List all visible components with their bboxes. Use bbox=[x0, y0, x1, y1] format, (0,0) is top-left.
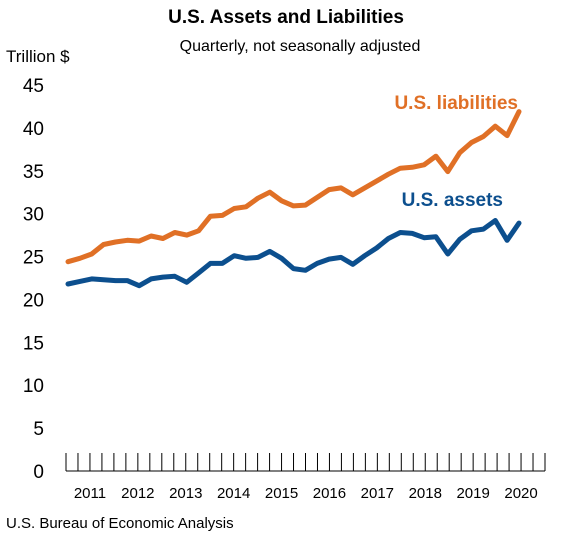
y-tick-label: 25 bbox=[23, 248, 44, 269]
x-tick-label: 2012 bbox=[121, 485, 154, 502]
y-tick-label: 15 bbox=[23, 333, 44, 354]
series-label-liabilities: U.S. liabilities bbox=[394, 93, 518, 114]
series-lines bbox=[65, 109, 522, 289]
x-tick-label: 2015 bbox=[265, 485, 298, 502]
chart-title: U.S. Assets and Liabilities bbox=[168, 7, 404, 28]
x-tick-label: 2016 bbox=[313, 485, 346, 502]
y-tick-label: 0 bbox=[33, 462, 44, 483]
x-tick-label: 2018 bbox=[409, 485, 442, 502]
x-tick-label: 2013 bbox=[169, 485, 202, 502]
series-line-liabilities bbox=[65, 109, 522, 265]
x-tick-label: 2017 bbox=[361, 485, 394, 502]
y-tick-label: 30 bbox=[23, 205, 44, 226]
x-axis: 2011 2012 2013 2014 2015 2016 2017 2018 2019 2020 bbox=[65, 453, 546, 502]
y-tick-label: 40 bbox=[23, 119, 44, 140]
x-tick-label: 2011 bbox=[74, 485, 106, 502]
series-label-assets: U.S. assets bbox=[402, 190, 503, 211]
y-axis-label: Trillion $ bbox=[6, 47, 70, 66]
y-axis: 0 5 10 15 20 25 30 35 40 45 bbox=[23, 76, 44, 483]
series-line-assets bbox=[65, 218, 522, 289]
y-tick-label: 10 bbox=[23, 376, 44, 397]
y-tick-label: 35 bbox=[23, 162, 44, 183]
y-tick-label: 45 bbox=[23, 76, 44, 97]
y-tick-label: 5 bbox=[33, 419, 44, 440]
x-tick-label: 2014 bbox=[217, 485, 250, 502]
source-note: U.S. Bureau of Economic Analysis bbox=[6, 515, 234, 532]
y-tick-label: 20 bbox=[23, 290, 44, 311]
x-tick-label: 2020 bbox=[504, 485, 537, 502]
x-tick-label: 2019 bbox=[456, 485, 489, 502]
chart-subtitle: Quarterly, not seasonally adjusted bbox=[180, 38, 421, 55]
